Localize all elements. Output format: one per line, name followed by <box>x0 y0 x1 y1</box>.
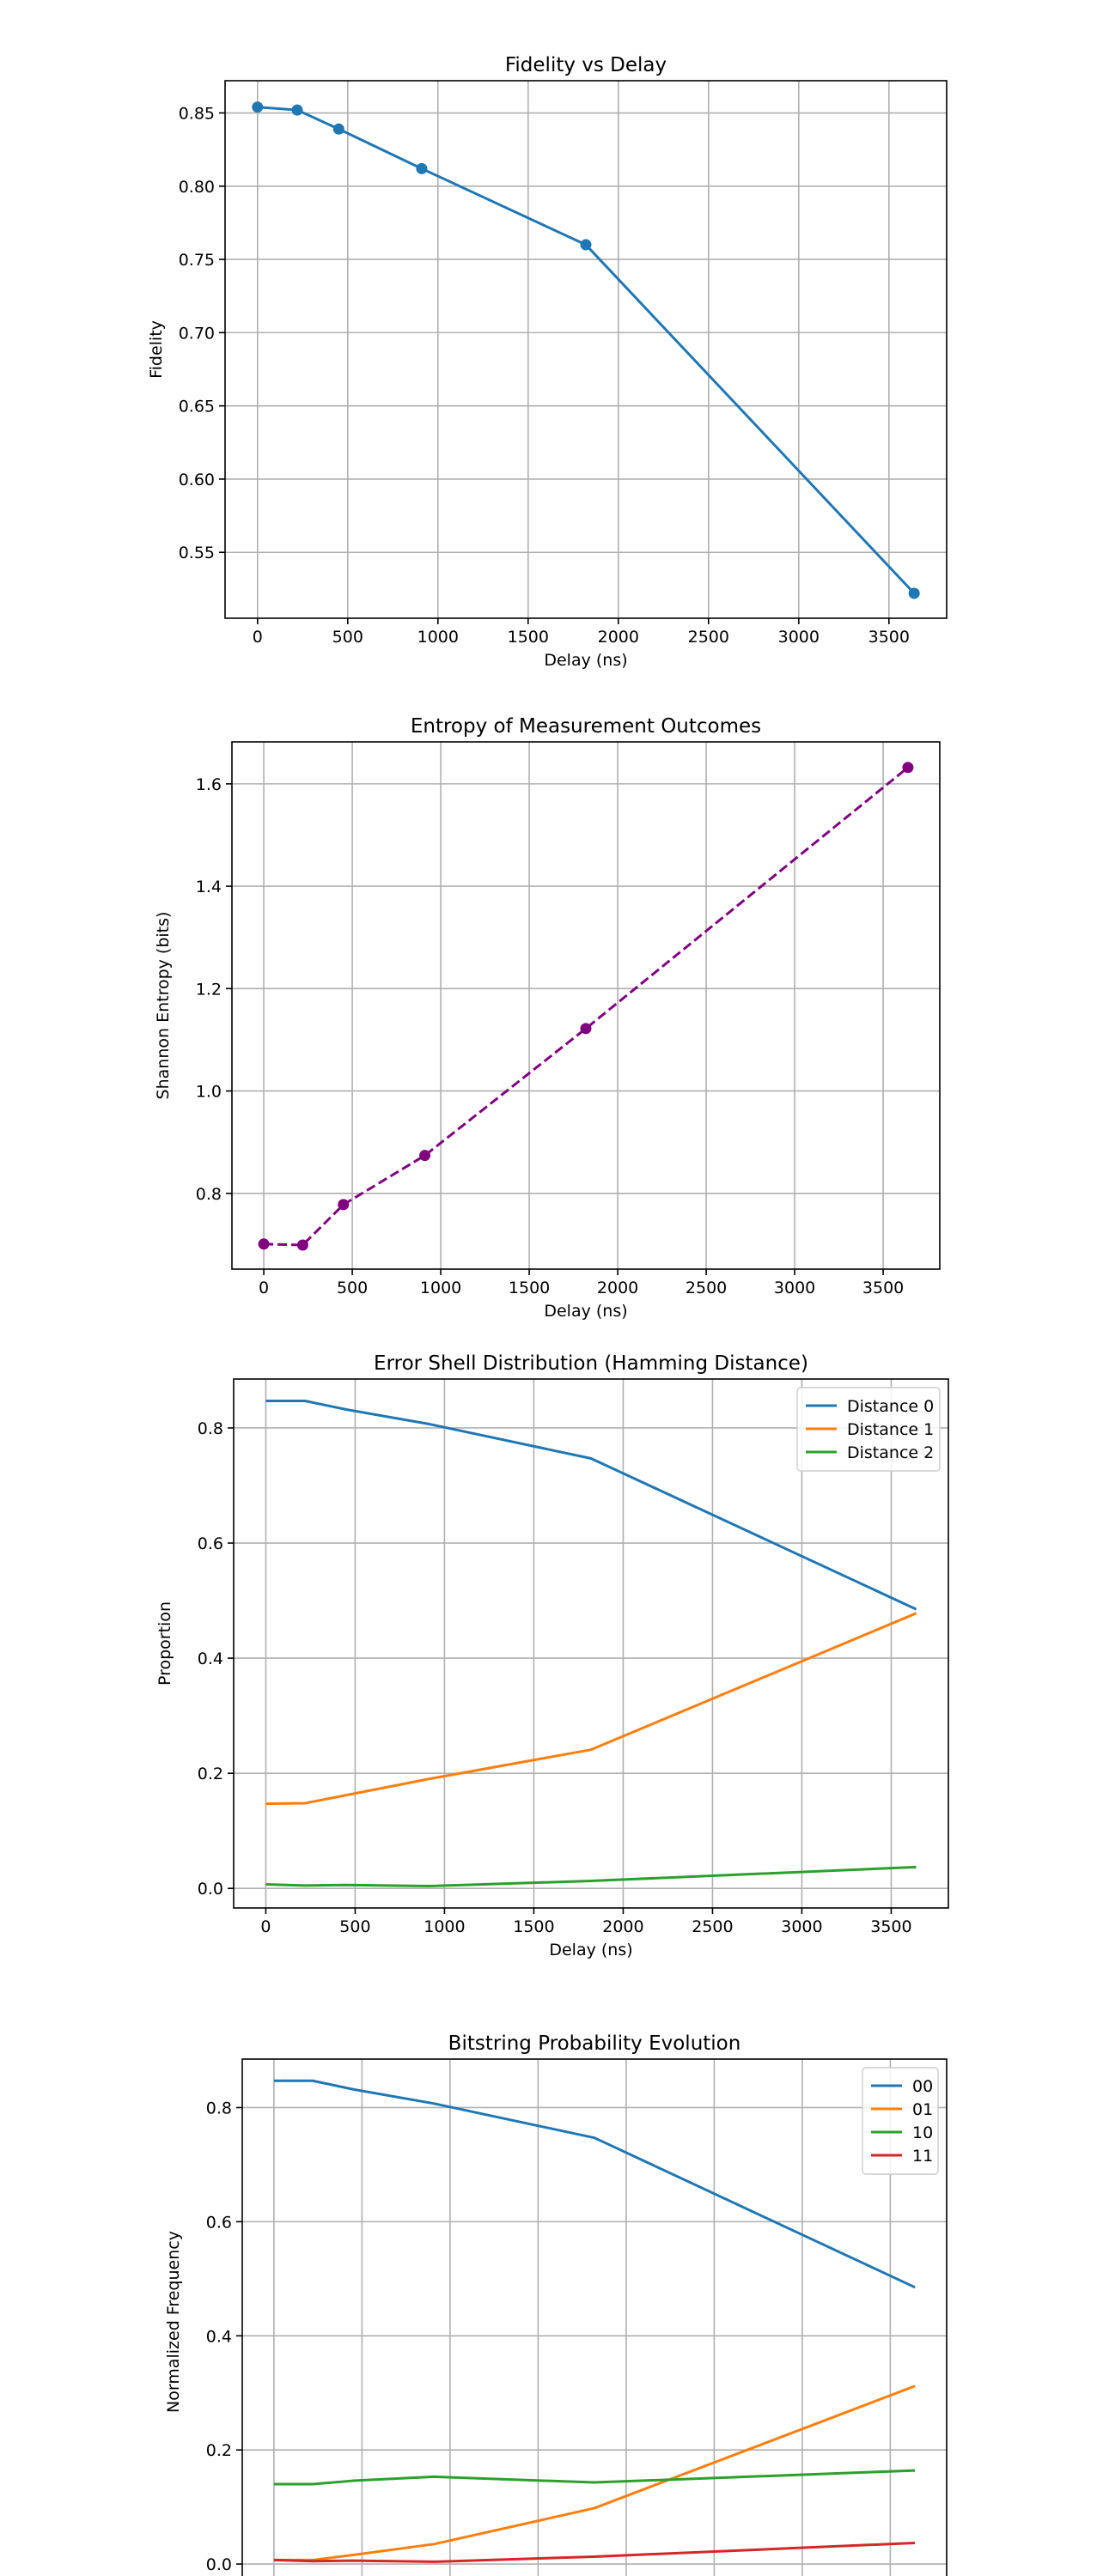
plot-frame <box>241 2058 948 2576</box>
legend: Distance 0 Distance 1 Distance 2 <box>796 1387 941 1472</box>
y-tick-label: 0.8 <box>196 1185 222 1204</box>
y-tick-label: 0.55 <box>179 544 215 562</box>
y-axis-label: Fidelity <box>147 320 166 379</box>
data-point <box>416 162 428 174</box>
x-tick-label: 2500 <box>686 1279 727 1297</box>
chart-title: Entropy of Measurement Outcomes <box>411 715 761 738</box>
y-axis-label: Shannon Entropy (bits) <box>154 912 173 1100</box>
data-point <box>252 101 264 113</box>
series-line-1 <box>265 1399 917 1611</box>
series-line-4 <box>273 2541 916 2563</box>
x-tick-label: 1000 <box>424 1917 465 1936</box>
plot-frame <box>224 80 948 619</box>
chart-title: Bitstring Probability Evolution <box>448 2032 741 2055</box>
y-tick-label: 0.8 <box>198 1419 223 1438</box>
y-tick-label: 0.4 <box>198 1649 223 1668</box>
y-tick-label: 0.6 <box>206 2213 232 2232</box>
chart-title: Error Shell Distribution (Hamming Distan… <box>374 1352 808 1375</box>
y-tick-label: 0.85 <box>179 105 215 124</box>
data-point <box>291 104 303 116</box>
y-axis-label: Normalized Frequency <box>164 2231 183 2413</box>
chart-1: 0 500 1000 1500 2000 2500 3000 3500 0.55 0.60 0.65… <box>147 54 948 670</box>
legend-label: 01 <box>912 2100 933 2119</box>
series-line-2 <box>265 1612 917 1806</box>
x-tick-label: 0 <box>253 628 263 647</box>
x-axis-label: Delay (ns) <box>549 1941 632 1959</box>
y-axis-label: Proportion <box>155 1601 174 1686</box>
x-tick-label: 3000 <box>778 628 820 647</box>
y-tick-label: 0.8 <box>206 2099 232 2117</box>
y-tick-label: 0.0 <box>198 1880 223 1899</box>
x-tick-label: 2500 <box>692 1917 733 1936</box>
x-tick-label: 3500 <box>868 628 910 647</box>
series-line-1 <box>273 2079 916 2289</box>
chart-3: 0 500 1000 1500 2000 2500 3000 3500 0.0 0.2 0.4 0.6… <box>155 1352 949 1959</box>
x-tick-label: 500 <box>339 1917 370 1936</box>
y-tick-label: 1.6 <box>196 775 222 794</box>
y-tick-label: 1.2 <box>196 980 222 999</box>
data-point <box>580 239 592 251</box>
legend-box <box>862 2067 939 2175</box>
series-line-1 <box>257 106 916 595</box>
data-point <box>419 1150 431 1162</box>
y-tick-label: 0.4 <box>206 2327 232 2346</box>
x-tick-label: 1500 <box>513 1917 554 1936</box>
legend: 00 01 10 11 <box>862 2067 939 2175</box>
x-tick-label: 500 <box>337 1279 368 1297</box>
legend-label: Distance 0 <box>847 1397 934 1416</box>
legend-label: Distance 1 <box>847 1420 934 1439</box>
x-tick-label: 3500 <box>870 1917 911 1936</box>
series-line-3 <box>265 1865 917 1888</box>
series-line-1 <box>264 766 909 1247</box>
y-tick-label: 0.6 <box>198 1534 223 1553</box>
x-tick-label: 1500 <box>509 1279 550 1297</box>
legend-label: Distance 2 <box>847 1443 934 1462</box>
x-axis-label: Delay (ns) <box>544 651 627 670</box>
y-tick-label: 0.80 <box>179 178 215 197</box>
y-tick-label: 0.0 <box>206 2555 232 2574</box>
x-tick-label: 3000 <box>781 1917 822 1936</box>
x-axis-label: Delay (ns) <box>544 1302 627 1321</box>
x-tick-label: 1500 <box>508 628 549 647</box>
plot-frame <box>233 1378 949 1909</box>
y-tick-label: 1.4 <box>196 878 222 896</box>
x-tick-label: 2000 <box>597 1279 638 1297</box>
legend-label: 00 <box>912 2077 933 2096</box>
x-tick-label: 3000 <box>774 1279 815 1297</box>
data-point <box>580 1023 592 1035</box>
x-tick-label: 1000 <box>420 1279 461 1297</box>
data-point <box>338 1199 350 1211</box>
series-line-3 <box>273 2469 916 2486</box>
data-point <box>902 762 914 774</box>
x-tick-label: 500 <box>332 628 363 647</box>
y-tick-label: 0.70 <box>179 324 215 343</box>
y-tick-label: 0.75 <box>179 251 215 270</box>
chart-4: 05001000150020002500300035000.00.20.40.6… <box>164 2032 948 2576</box>
x-tick-label: 2000 <box>598 628 639 647</box>
x-tick-label: 1000 <box>417 628 459 647</box>
y-tick-label: 0.2 <box>198 1765 223 1783</box>
x-tick-label: 3500 <box>862 1279 904 1297</box>
x-tick-label: 0 <box>259 1279 269 1297</box>
x-tick-label: 0 <box>260 1917 271 1936</box>
y-tick-label: 0.2 <box>206 2441 232 2460</box>
chart-2: 0 500 1000 1500 2000 2500 3000 3500 0.8 1.0 1.2 1.4… <box>154 715 941 1321</box>
x-tick-label: 2000 <box>602 1917 643 1936</box>
data-point <box>258 1238 270 1250</box>
data-point <box>296 1239 308 1251</box>
x-tick-label: 2500 <box>688 628 729 647</box>
y-tick-label: 1.0 <box>196 1083 222 1102</box>
legend-box <box>796 1387 941 1472</box>
data-point <box>332 123 344 135</box>
data-point <box>908 587 920 599</box>
y-tick-label: 0.60 <box>179 471 215 489</box>
legend-label: 11 <box>912 2147 933 2166</box>
plot-frame <box>231 741 941 1270</box>
legend-label: 10 <box>912 2123 933 2142</box>
y-tick-label: 0.65 <box>179 398 215 416</box>
chart-title: Fidelity vs Delay <box>505 54 667 76</box>
